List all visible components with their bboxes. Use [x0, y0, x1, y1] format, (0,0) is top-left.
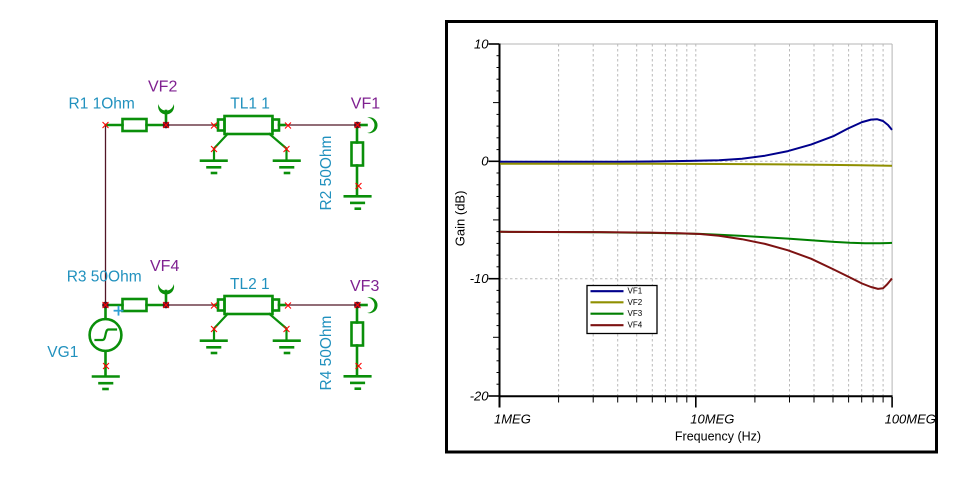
- svg-text:VF4: VF4: [628, 321, 643, 330]
- svg-text:1MEG: 1MEG: [494, 412, 531, 427]
- svg-text:10: 10: [474, 36, 489, 51]
- svg-text:VF3: VF3: [350, 278, 379, 295]
- svg-text:-20: -20: [470, 388, 490, 403]
- svg-text:Frequency (Hz): Frequency (Hz): [675, 429, 761, 443]
- svg-text:10MEG: 10MEG: [690, 412, 734, 427]
- svg-text:R3 50Ohm: R3 50Ohm: [67, 268, 142, 285]
- svg-text:VF2: VF2: [148, 79, 177, 96]
- svg-text:TL2 1: TL2 1: [230, 276, 270, 293]
- svg-text:-10: -10: [470, 271, 490, 286]
- svg-text:R2 50Ohm: R2 50Ohm: [318, 136, 335, 211]
- svg-text:VF1: VF1: [351, 96, 380, 113]
- svg-text:VF2: VF2: [628, 298, 643, 307]
- svg-text:VF3: VF3: [628, 309, 643, 318]
- svg-text:R1 1Ohm: R1 1Ohm: [69, 95, 135, 112]
- svg-text:0: 0: [481, 154, 489, 169]
- svg-text:100MEG: 100MEG: [885, 412, 936, 427]
- svg-text:VF1: VF1: [628, 287, 643, 296]
- svg-text:VG1: VG1: [47, 344, 78, 361]
- svg-text:R4 50Ohm: R4 50Ohm: [318, 316, 335, 391]
- svg-text:TL1 1: TL1 1: [230, 95, 270, 112]
- svg-text:VF4: VF4: [150, 258, 179, 275]
- svg-text:Gain (dB): Gain (dB): [453, 191, 468, 247]
